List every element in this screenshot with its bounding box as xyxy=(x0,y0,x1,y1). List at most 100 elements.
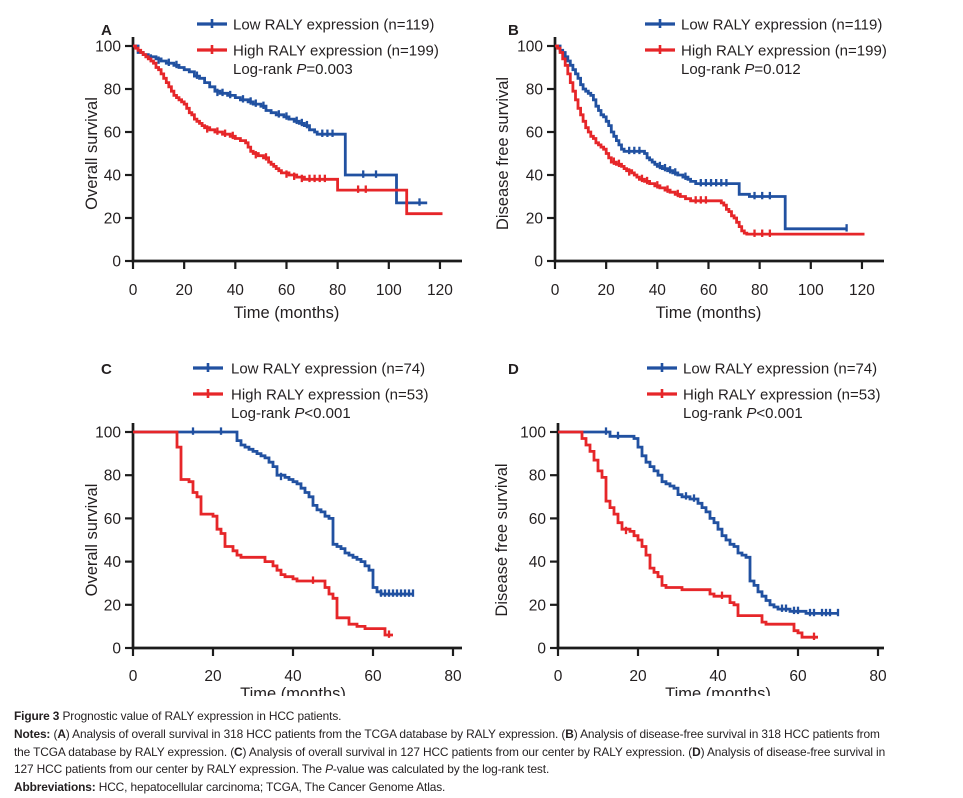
log-rank-value: =0.003 xyxy=(306,61,352,78)
survival-curve-high xyxy=(555,44,865,236)
panel-b-disease-free-survival-tcga: B Low RALY expression (n=119) High RALY ex… xyxy=(494,8,943,330)
log-rank-prefix: Log-rank xyxy=(681,61,744,78)
censor-marks-high xyxy=(624,526,816,640)
y-tick-label: 0 xyxy=(537,641,546,658)
y-tick-label: 100 xyxy=(520,425,546,442)
log-rank-p-italic: P xyxy=(744,61,754,78)
x-tick-label: 40 xyxy=(649,282,667,299)
survival-curve-high xyxy=(133,44,443,216)
x-tick-label: 120 xyxy=(849,282,875,299)
y-tick-label: 40 xyxy=(104,554,122,571)
censor-marks-high xyxy=(612,157,772,237)
y-tick-label: 80 xyxy=(104,468,122,485)
y-axis-title: Overall survival xyxy=(85,484,101,597)
y-tick-label: 0 xyxy=(534,254,543,271)
x-tick-label: 40 xyxy=(709,668,727,685)
x-tick-label: 0 xyxy=(551,282,560,299)
log-rank-prefix: Log-rank xyxy=(231,405,294,422)
x-tick-label: 100 xyxy=(798,282,824,299)
log-rank-label: Log-rank P<0.001 xyxy=(231,405,351,422)
km-plot-svg: C Low RALY expression (n=74) High RALY exp… xyxy=(83,361,462,703)
y-axis-title: Disease free survival xyxy=(495,463,511,616)
x-tick-label: 60 xyxy=(700,282,718,299)
y-tick-label: 60 xyxy=(104,125,122,142)
y-tick-label: 100 xyxy=(95,39,121,56)
y-tick-label: 40 xyxy=(104,168,122,185)
figure-caption: Figure 3 Prognostic value of RALY expres… xyxy=(14,708,959,797)
x-tick-label: 80 xyxy=(444,668,462,685)
caption-segment: C xyxy=(234,744,243,759)
x-axis-title: Time (months) xyxy=(656,304,762,322)
caption-segment: P xyxy=(325,762,333,777)
censor-marks-low xyxy=(628,146,848,232)
y-tick-label: 20 xyxy=(529,597,547,614)
legend-label-low: Low RALY expression (n=119) xyxy=(233,17,434,34)
caption-line: Abbreviations: HCC, hepatocellular carci… xyxy=(14,779,959,797)
legend-label-low: Low RALY expression (n=119) xyxy=(681,17,882,34)
x-tick-label: 20 xyxy=(204,668,222,685)
caption-segment: -value was calculated by the log-rank te… xyxy=(332,762,550,777)
x-axis-title: Time (months) xyxy=(234,304,340,322)
panel-c-overall-survival-center: C Low RALY expression (n=74) High RALY exp… xyxy=(83,350,515,703)
survival-curve-high xyxy=(133,430,393,637)
y-axis-title: Overall survival xyxy=(85,97,101,210)
y-tick-label: 100 xyxy=(95,425,121,442)
caption-line: the TCGA database by RALY expression. (C… xyxy=(14,744,959,762)
y-tick-label: 20 xyxy=(526,211,544,228)
censor-marks-high xyxy=(206,125,367,193)
x-tick-label: 0 xyxy=(554,668,563,685)
log-rank-prefix: Log-rank xyxy=(683,405,746,422)
log-rank-label: Log-rank P=0.003 xyxy=(233,61,353,78)
x-tick-label: 20 xyxy=(629,668,647,685)
legend-label-low: Low RALY expression (n=74) xyxy=(231,361,425,378)
y-tick-label: 100 xyxy=(517,39,543,56)
legend-label-low: Low RALY expression (n=74) xyxy=(683,361,877,378)
censor-marks-low xyxy=(191,427,415,597)
caption-segment: ( xyxy=(53,726,58,741)
legend-label-high: High RALY expression (n=53) xyxy=(231,387,428,404)
y-tick-label: 60 xyxy=(529,511,547,528)
survival-curve-low xyxy=(555,44,847,231)
caption-segment: Notes: xyxy=(14,726,54,741)
km-plot-svg: A Low RALY expression (n=119) High RALY ex… xyxy=(83,17,462,322)
caption-segment: D xyxy=(692,744,701,759)
caption-line: Figure 3 Prognostic value of RALY expres… xyxy=(14,708,959,726)
y-tick-label: 40 xyxy=(529,554,547,571)
survival-curve-low xyxy=(558,430,838,615)
x-tick-label: 40 xyxy=(284,668,302,685)
x-axis-title: Time (months) xyxy=(665,685,771,696)
log-rank-value: <0.001 xyxy=(304,405,350,422)
x-axis-title: Time (months) xyxy=(240,685,346,696)
x-tick-label: 20 xyxy=(176,282,194,299)
censor-marks-high xyxy=(311,576,391,638)
y-tick-label: 20 xyxy=(104,597,122,614)
legend-label-high: High RALY expression (n=53) xyxy=(683,387,880,404)
x-tick-label: 60 xyxy=(789,668,807,685)
caption-segment: Figure 3 xyxy=(14,709,63,723)
x-tick-label: 40 xyxy=(227,282,245,299)
log-rank-value: =0.012 xyxy=(754,61,800,78)
x-tick-label: 60 xyxy=(364,668,382,685)
caption-segment: ) Analysis of overall survival in 318 HC… xyxy=(65,726,566,741)
caption-segment: 127 HCC patients from our center by RALY… xyxy=(14,762,326,777)
x-tick-label: 80 xyxy=(329,282,347,299)
y-tick-label: 60 xyxy=(104,511,122,528)
y-tick-label: 80 xyxy=(529,468,547,485)
caption-segment: HCC, hepatocellular carcinoma; TCGA, The… xyxy=(98,780,446,795)
survival-curve-high xyxy=(558,430,818,639)
legend-label-high: High RALY expression (n=199) xyxy=(233,43,439,60)
panel-letter: A xyxy=(101,22,112,39)
log-rank-p-italic: P xyxy=(296,61,306,78)
panel-letter: D xyxy=(508,361,519,378)
log-rank-p-italic: P xyxy=(746,405,756,422)
caption-segment: ) Analysis of overall survival in 127 HC… xyxy=(242,744,693,759)
y-tick-label: 80 xyxy=(104,82,122,99)
x-tick-label: 60 xyxy=(278,282,296,299)
x-tick-label: 0 xyxy=(129,282,138,299)
panel-a-overall-survival-tcga: A Low RALY expression (n=119) High RALY ex… xyxy=(83,8,515,330)
censor-marks-low xyxy=(604,427,840,617)
y-tick-label: 0 xyxy=(112,641,121,658)
caption-segment: Prognostic value of RALY expression in H… xyxy=(62,709,342,723)
x-tick-label: 80 xyxy=(869,668,887,685)
